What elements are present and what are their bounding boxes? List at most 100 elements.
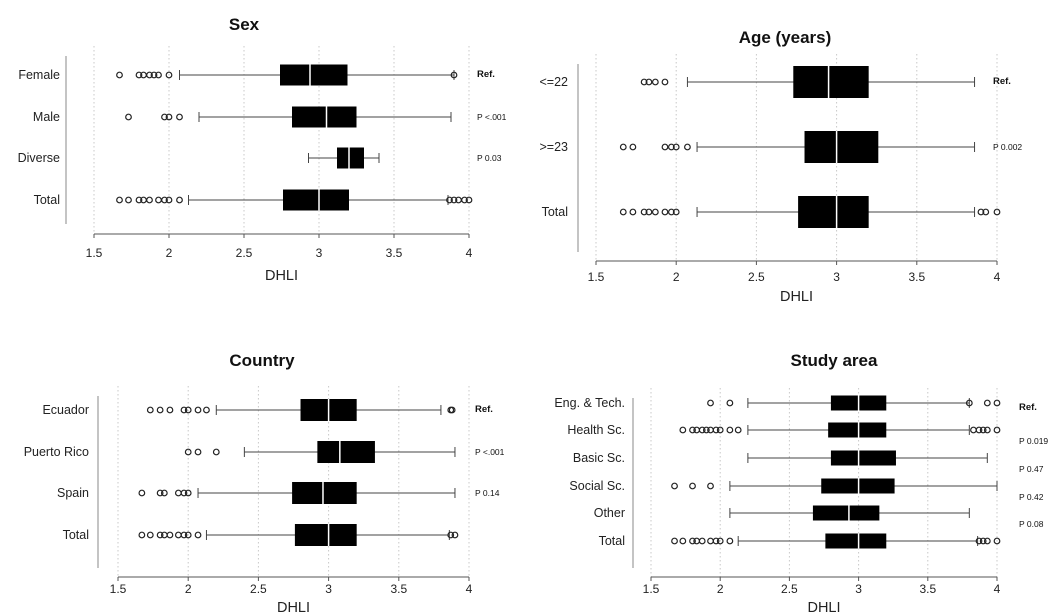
outlier-point: [184, 531, 192, 539]
outlier-point: [671, 482, 678, 490]
outlier-point: [156, 531, 164, 539]
outlier-point: [689, 482, 696, 490]
outlier-point: [716, 537, 724, 545]
outlier-point: [176, 196, 183, 204]
panel-age: Age (years) 1.5 2 2.5 3 3.5 4 DHLI <=22 Ref. >=23 P…: [539, 28, 1022, 305]
panel-country: Country 1.5 2 2.5 3 3.5 4 DHLI Ecuador Ref. Puerto…: [24, 351, 505, 616]
outlier-point: [965, 399, 973, 407]
outlier-point: [161, 196, 168, 204]
outlier-point: [975, 426, 983, 434]
outlier-point: [712, 537, 720, 545]
outlier-point: [661, 78, 669, 86]
x-tick-label: 2.5: [748, 270, 765, 284]
outlier-point: [970, 426, 977, 434]
chart-title: Age (years): [739, 28, 832, 47]
outlier-point: [138, 531, 146, 539]
outlier-point: [712, 426, 720, 434]
box: [830, 450, 896, 466]
x-tick-label: 3: [325, 582, 332, 596]
x-tick-label: 2.5: [781, 582, 798, 596]
x-tick-label: 2.5: [236, 246, 253, 260]
outlier-point: [983, 399, 991, 407]
outlier-point: [194, 448, 202, 456]
outlier-point: [707, 537, 714, 545]
outlier-point: [726, 426, 734, 434]
x-tick-label: 2: [185, 582, 192, 596]
outlier-point: [726, 537, 734, 545]
category-label: Total: [63, 528, 89, 542]
p-value-annotation: Ref.: [1019, 402, 1037, 413]
outlier-point: [447, 531, 455, 539]
x-axis-label: DHLI: [780, 289, 813, 305]
outlier-point: [203, 406, 210, 414]
outlier-point: [165, 113, 173, 121]
outlier-point: [446, 196, 453, 204]
outlier-point: [166, 406, 174, 414]
x-tick-label: 3: [316, 246, 323, 260]
outlier-point: [689, 426, 696, 434]
outlier-point: [979, 426, 987, 434]
outlier-point: [194, 406, 202, 414]
p-value-annotation: P 0.47: [1019, 464, 1044, 474]
outlier-point: [184, 406, 192, 414]
category-label: Total: [599, 534, 625, 548]
outlier-point: [640, 208, 648, 216]
p-value-annotation: Ref.: [993, 76, 1011, 87]
outlier-point: [698, 426, 706, 434]
panel-sex: Sex 1.5 2 2.5 3 3.5 4 DHLI Female Ref. Male P <.001…: [18, 15, 507, 284]
outlier-point: [174, 531, 182, 539]
outlier-point: [707, 399, 714, 407]
x-tick-label: 3: [833, 270, 840, 284]
box: [292, 106, 357, 128]
outlier-point: [160, 489, 168, 497]
x-tick-label: 2.5: [250, 582, 267, 596]
category-label: >=23: [539, 140, 568, 154]
category-label: Spain: [57, 486, 89, 500]
outlier-point: [679, 426, 687, 434]
p-value-annotation: P 0.42: [1019, 492, 1044, 502]
outlier-point: [135, 196, 143, 204]
p-value-annotation: P 0.019: [1019, 436, 1048, 446]
outlier-point: [640, 78, 648, 86]
box: [317, 441, 375, 463]
box: [828, 422, 887, 438]
outlier-point: [672, 208, 680, 216]
p-value-annotation: P <.001: [475, 447, 505, 457]
outlier-point: [667, 143, 675, 151]
outlier-point: [629, 143, 637, 151]
outlier-point: [184, 489, 192, 497]
p-value-annotation: P 0.002: [993, 142, 1022, 152]
outlier-point: [116, 196, 123, 204]
box: [812, 505, 880, 521]
outlier-point: [450, 196, 458, 204]
p-value-annotation: Ref.: [475, 404, 493, 415]
box: [280, 64, 348, 86]
box: [294, 524, 357, 546]
panel-study-area: Study area 1.5 2 2.5 3 3.5 4 DHLI Eng. & Tech. Re…: [554, 351, 1048, 616]
category-label: Health Sc.: [567, 423, 625, 437]
p-value-annotation: P <.001: [477, 112, 507, 122]
outlier-point: [702, 426, 710, 434]
outlier-point: [993, 208, 1001, 216]
x-axis-label: DHLI: [277, 600, 310, 616]
outlier-point: [982, 208, 990, 216]
outlier-point: [983, 537, 991, 545]
x-axis-label: DHLI: [807, 600, 840, 616]
outlier-point: [693, 537, 701, 545]
x-tick-label: 4: [466, 246, 473, 260]
category-label: Basic Sc.: [573, 451, 625, 465]
category-label: Eng. & Tech.: [554, 396, 625, 410]
category-label: Total: [34, 193, 60, 207]
outlier-point: [979, 537, 987, 545]
category-label: Social Sc.: [569, 479, 625, 493]
outlier-point: [667, 208, 675, 216]
outlier-point: [465, 196, 473, 204]
outlier-point: [707, 426, 714, 434]
x-tick-label: 1.5: [86, 246, 103, 260]
category-label: Puerto Rico: [24, 445, 89, 459]
box: [292, 482, 357, 504]
chart-title: Sex: [229, 15, 260, 34]
outlier-point: [993, 537, 1001, 545]
outlier-point: [116, 71, 123, 79]
